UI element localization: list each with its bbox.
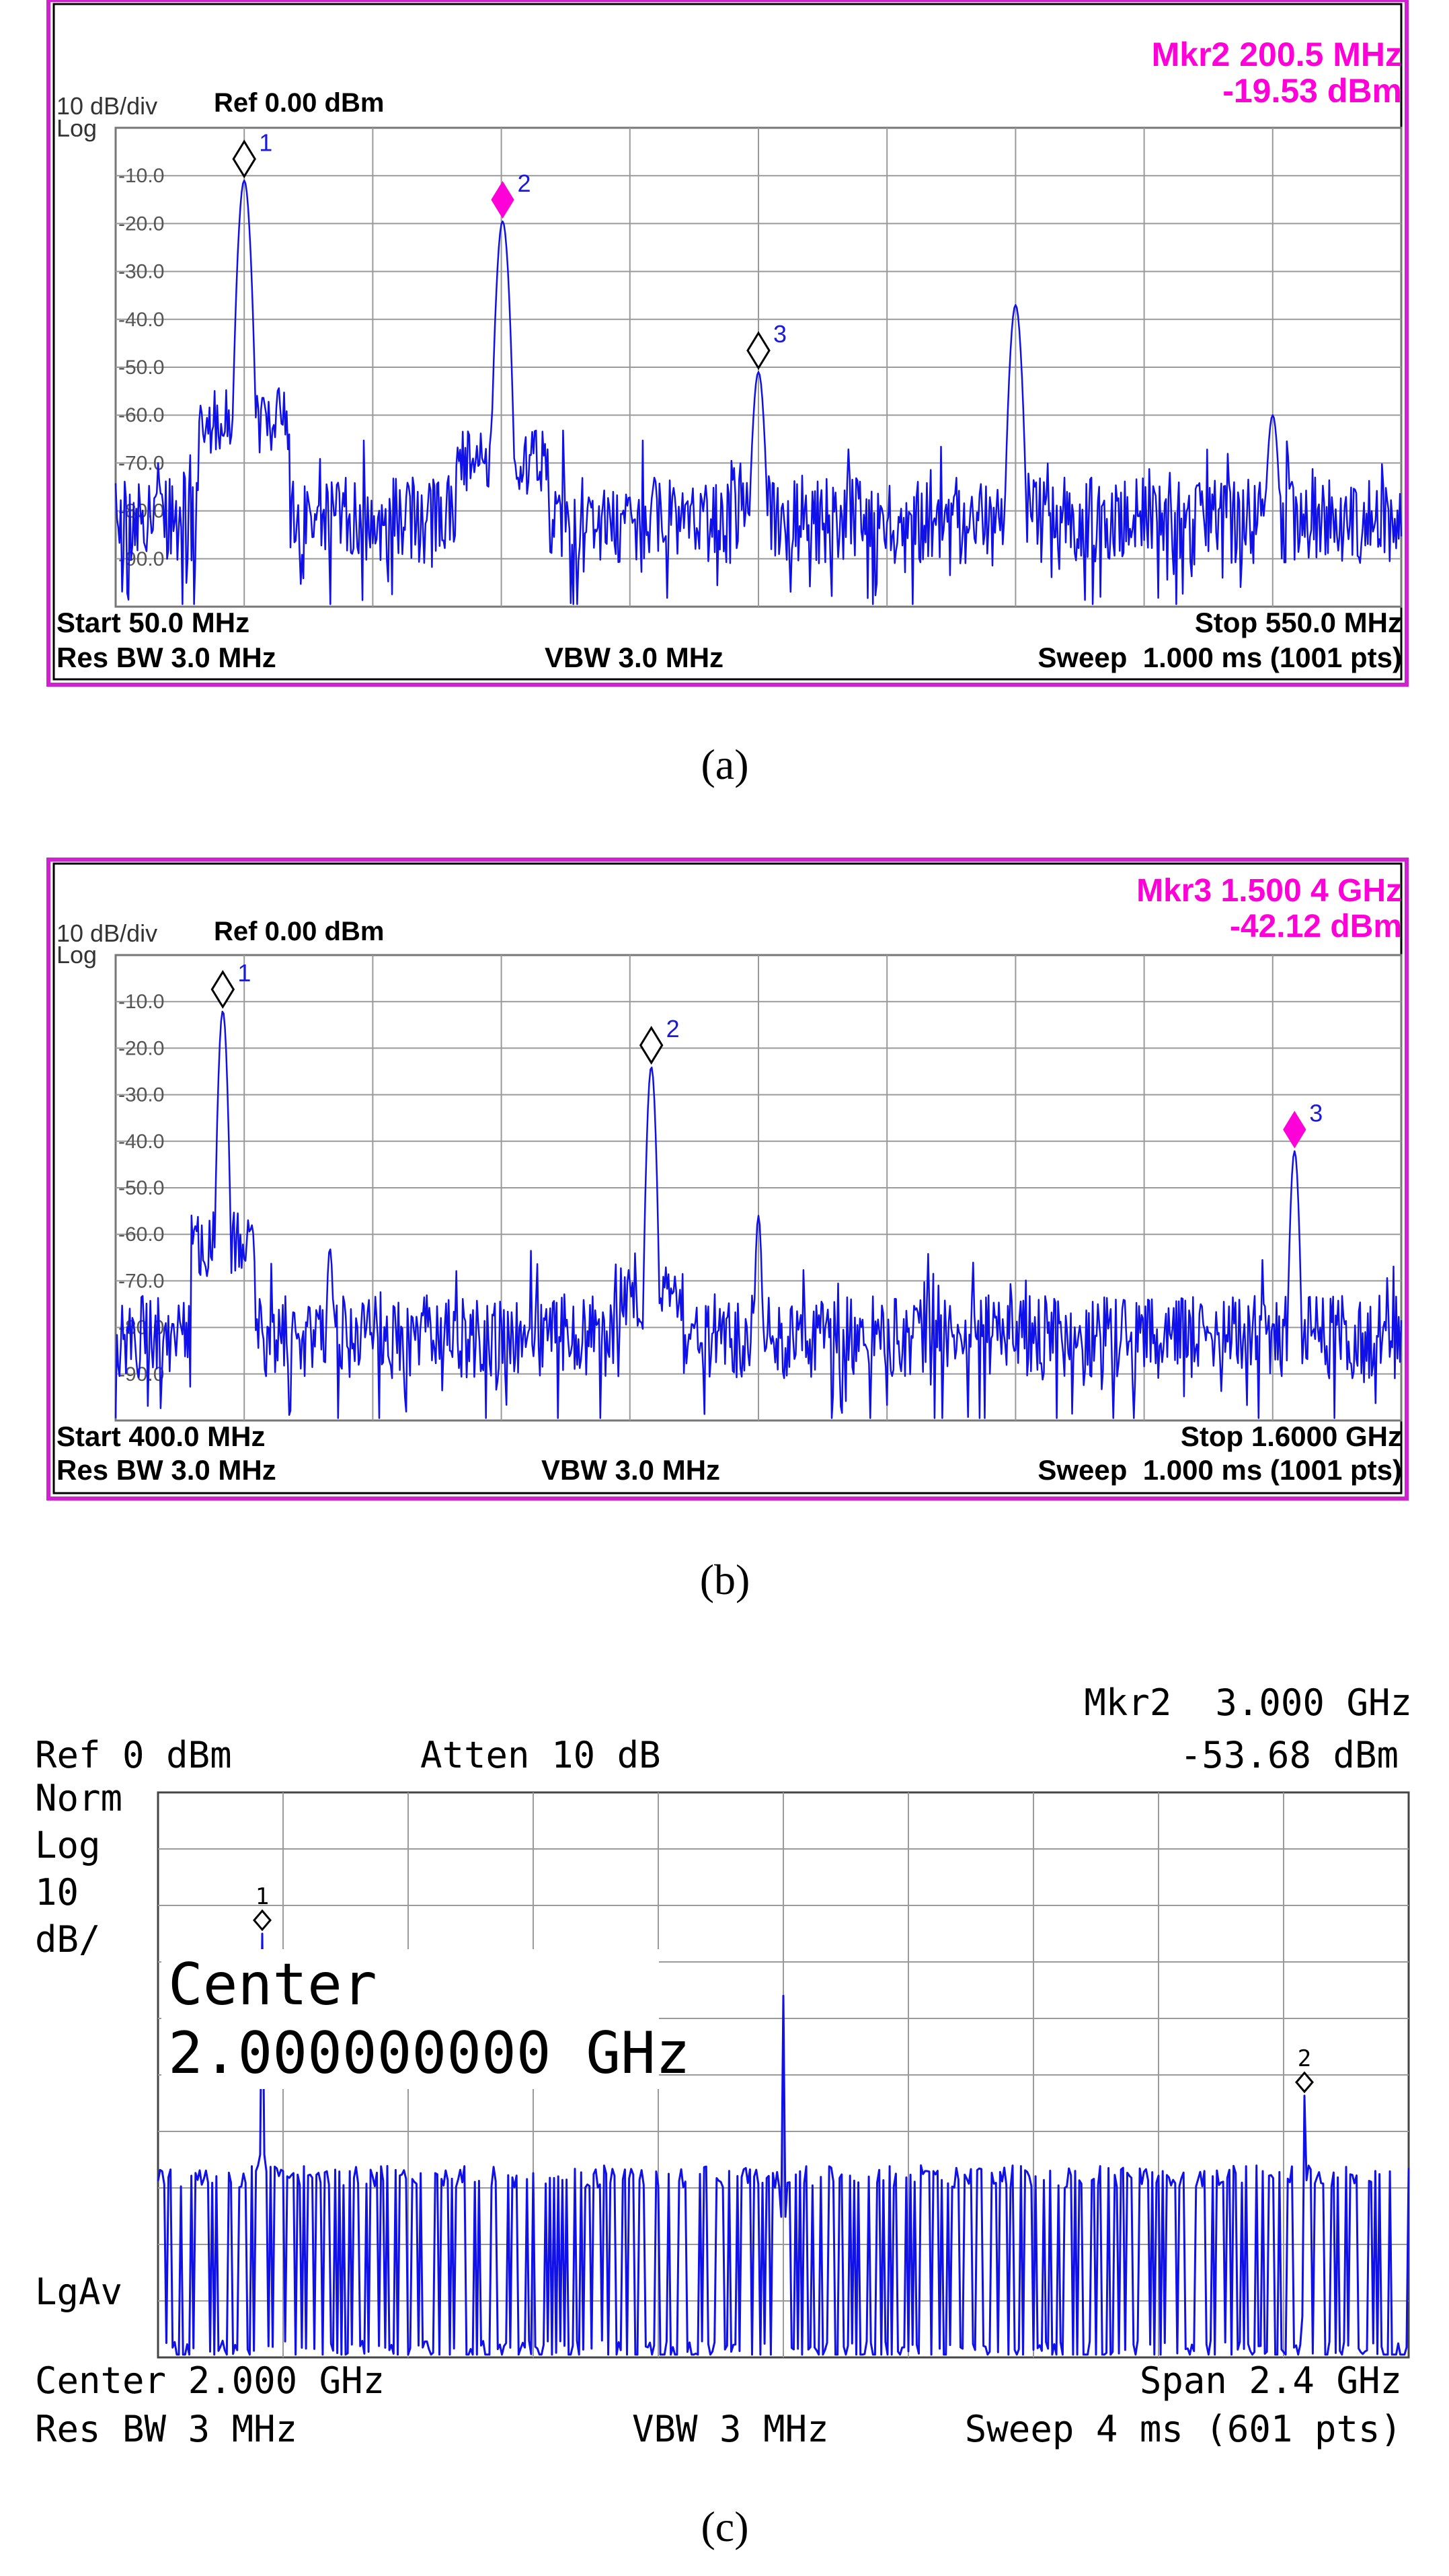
panel-a-marker-readout-freq: Mkr2 200.5 MHz [1152, 36, 1402, 73]
panel-c-trace [157, 1932, 1410, 2356]
panel-b-y-tick-label: -60.0 [118, 1223, 164, 1246]
panel-c-marker-2 [1295, 2071, 1314, 2094]
panel-c-vbw-label: VBW 3 MHz [632, 2408, 829, 2450]
panel-a-res-bw-label: Res BW 3.0 MHz [56, 642, 276, 673]
panel-c-marker-readout-freq: Mkr2 3.000 GHz [1084, 1681, 1412, 1724]
panel-b-y-tick-label: -50.0 [118, 1177, 164, 1199]
panel-c-scale-value-label: 10 [35, 1871, 79, 1914]
panel-b-scale-label: 10 dB/div [56, 919, 157, 947]
panel-a-start-label: Start 50.0 MHz [56, 607, 249, 638]
panel-b-y-tick-label: -40.0 [118, 1131, 164, 1153]
panel-b-res-bw-label: Res BW 3.0 MHz [56, 1454, 276, 1486]
panel-b-ref-label: Ref 0.00 dBm [214, 917, 384, 946]
panel-c-marker-label-1: 1 [256, 1883, 269, 1910]
panel-a-y-tick-label: -50.0 [118, 356, 164, 379]
panel-a-marker-3 [746, 331, 771, 370]
panel-a-marker-2 [491, 181, 514, 219]
panel-c-scale-unit-label: dB/ [35, 1918, 101, 1961]
panel-b-y-tick-label: -30.0 [118, 1084, 164, 1106]
panel-c-center-overlay-line2: 2.000000000 GHz [168, 2020, 691, 2087]
panel-c-center-label: Center 2.000 GHz [35, 2359, 385, 2402]
panel-a-log-label: Log [56, 114, 97, 142]
panel-a-y-tick-label: -70.0 [118, 452, 164, 474]
panel-a-y-tick-label: -90.0 [118, 548, 164, 570]
panel-c-center-overlay-box [161, 1949, 659, 2089]
panel-a-y-tick-label: -30.0 [118, 261, 164, 283]
panel-b-vbw-label: VBW 3.0 MHz [541, 1454, 720, 1486]
panel-b-marker-2 [639, 1026, 664, 1065]
panel-a-y-tick-label: -60.0 [118, 404, 164, 426]
panel-a-trace [114, 180, 1403, 605]
panel-a-marker-readout-level: -19.53 dBm [1222, 72, 1402, 110]
panel-a-marker-label-1: 1 [259, 128, 272, 156]
panel-c-marker-label-2: 2 [1298, 2045, 1311, 2072]
panel-b-marker-label-3: 3 [1309, 1099, 1323, 1127]
panel-a-ref-label: Ref 0.00 dBm [214, 88, 384, 118]
panel-c-atten-label: Atten 10 dB [420, 1734, 661, 1776]
panel-a-stop-label: Stop 550.0 MHz [1195, 607, 1402, 638]
panel-c-sweep-label: Sweep 4 ms (601 pts) [965, 2408, 1402, 2450]
panel-c-lgav-label: LgAv [35, 2271, 122, 2313]
panel-b-y-tick-label: -10.0 [118, 991, 164, 1013]
panel-a-y-tick-label: -40.0 [118, 309, 164, 331]
panel-b-marker-readout-level: -42.12 dBm [1230, 909, 1402, 944]
caption-a: (a) [701, 741, 748, 788]
panel-a-plot-area: -10.0-20.0-30.0-40.0-50.0-60.0-70.0-80.0… [114, 126, 1403, 608]
panel-a: Mkr2 200.5 MHz -19.53 dBm 10 dB/div Log … [46, 0, 1409, 687]
panel-b-sweep-label: Sweep 1.000 ms (1001 pts) [1037, 1454, 1402, 1486]
panel-c-marker-readout-level: -53.68 dBm [1180, 1734, 1399, 1776]
panel-a-y-tick-label: -10.0 [118, 165, 164, 187]
caption-c: (c) [701, 2503, 748, 2550]
panel-a-y-tick-label: -20.0 [118, 213, 164, 235]
panel-a-marker-label-2: 2 [518, 169, 531, 197]
panel-a-marker-label-3: 3 [773, 320, 787, 348]
panel-c-plot-area: 12 [157, 1791, 1410, 2359]
panel-b-start-label: Start 400.0 MHz [56, 1420, 265, 1452]
panel-b-trace [114, 1010, 1403, 1419]
panel-c-center-overlay-line1: Center [168, 1951, 377, 2018]
panel-b-stop-label: Stop 1.6000 GHz [1181, 1420, 1402, 1452]
panel-b-plot-area: -10.0-20.0-30.0-40.0-50.0-60.0-70.0-80.0… [114, 954, 1403, 1422]
panel-a-marker-1 [232, 139, 256, 179]
panel-b-y-tick-label: -20.0 [118, 1037, 164, 1059]
caption-b: (b) [700, 1556, 750, 1603]
panel-c-ref-label: Ref 0 dBm [35, 1734, 232, 1776]
panel-b-log-label: Log [56, 941, 97, 969]
panel-c-span-label: Span 2.4 GHz [1140, 2359, 1402, 2402]
panel-c-res-bw-label: Res BW 3 MHz [35, 2408, 297, 2450]
panel-b-y-tick-label: -70.0 [118, 1270, 164, 1292]
panel-c-marker-1 [253, 1909, 272, 1932]
panel-b-marker-label-2: 2 [666, 1015, 680, 1043]
panel-b-marker-1 [210, 970, 235, 1009]
panel-c-log-label: Log [35, 1824, 101, 1866]
panel-a-vbw-label: VBW 3.0 MHz [545, 642, 723, 673]
panel-b-marker-3 [1283, 1110, 1306, 1149]
panel-a-sweep-label: Sweep 1.000 ms (1001 pts) [1037, 642, 1402, 673]
panel-b: Mkr3 1.500 4 GHz -42.12 dBm 10 dB/div Lo… [46, 858, 1409, 1501]
panel-a-scale-label: 10 dB/div [56, 92, 157, 120]
panel-b-marker-readout-freq: Mkr3 1.500 4 GHz [1136, 873, 1402, 909]
panel-c-norm-label: Norm [35, 1777, 122, 1819]
panel-c: Mkr2 3.000 GHz Ref 0 dBm Atten 10 dB -53… [35, 1681, 1412, 2450]
panel-b-marker-label-1: 1 [237, 959, 251, 987]
